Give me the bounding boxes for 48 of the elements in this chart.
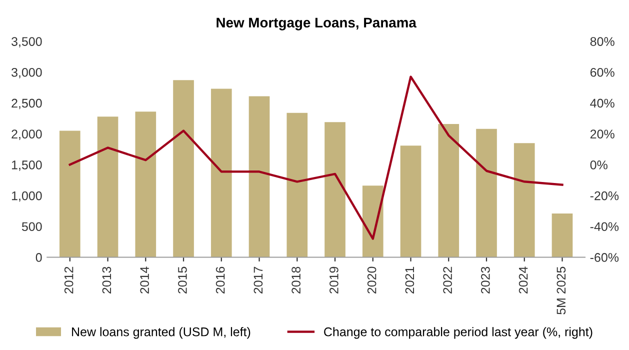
bar (552, 213, 573, 258)
legend-label: Change to comparable period last year (%, right) (324, 327, 592, 339)
x-tick-label: 2016 (216, 266, 225, 294)
y-tick-label: 3,500 (12, 37, 42, 48)
x-tick-label: 2020 (367, 266, 376, 294)
bar (324, 122, 346, 258)
y2-tick-label: -40% (590, 222, 619, 232)
x-tick-label: 2014 (140, 266, 149, 294)
x-tick-label: 2021 (405, 266, 414, 294)
y-tick-label: 2,500 (12, 98, 42, 110)
line-series (68, 76, 564, 240)
bar (514, 143, 535, 258)
chart-title: New Mortgage Loans, Panama (216, 18, 416, 30)
bar (362, 186, 384, 258)
y-tick-label: 2,000 (12, 130, 42, 140)
x-tick-label: 2022 (443, 266, 452, 294)
x-tick-label: 2013 (102, 266, 112, 294)
x-tick-label: 2024 (518, 266, 528, 294)
y-tick-label: 0 (36, 253, 42, 262)
x-tick-label: 2018 (292, 266, 300, 294)
y2-tick-label: -20% (590, 191, 619, 200)
y-tick-label: 500 (22, 222, 42, 232)
x-tick-label: 5M 2025 (556, 266, 566, 314)
bar (438, 124, 460, 258)
x-tick-label: 2019 (330, 266, 338, 294)
bar (173, 80, 194, 258)
y2-tick-label: 60% (590, 68, 614, 77)
x-tick-label: 2015 (178, 266, 187, 294)
y2-tick-label: 40% (590, 98, 614, 108)
bar (97, 116, 118, 258)
bar (248, 96, 270, 258)
y-tick-label: 3,000 (12, 68, 42, 78)
y2-tick-label: 0% (590, 160, 608, 170)
y-tick-label: 1,500 (12, 160, 42, 171)
x-tick-label: 2012 (64, 266, 74, 294)
y2-tick-label: 80% (590, 37, 614, 46)
y2-tick-label: 20% (590, 130, 614, 138)
x-tick-label: 2017 (254, 266, 263, 294)
bar (286, 112, 308, 258)
x-tick-label: 2023 (481, 266, 490, 294)
bar (135, 112, 156, 258)
y-tick-label: 1,000 (12, 191, 42, 202)
y2-tick-label: -60% (590, 253, 619, 262)
bar (476, 128, 497, 258)
bar (400, 146, 422, 258)
legend-label: New loans granted (USD M, left) (72, 327, 250, 339)
bar (210, 88, 232, 258)
bar (59, 130, 80, 258)
